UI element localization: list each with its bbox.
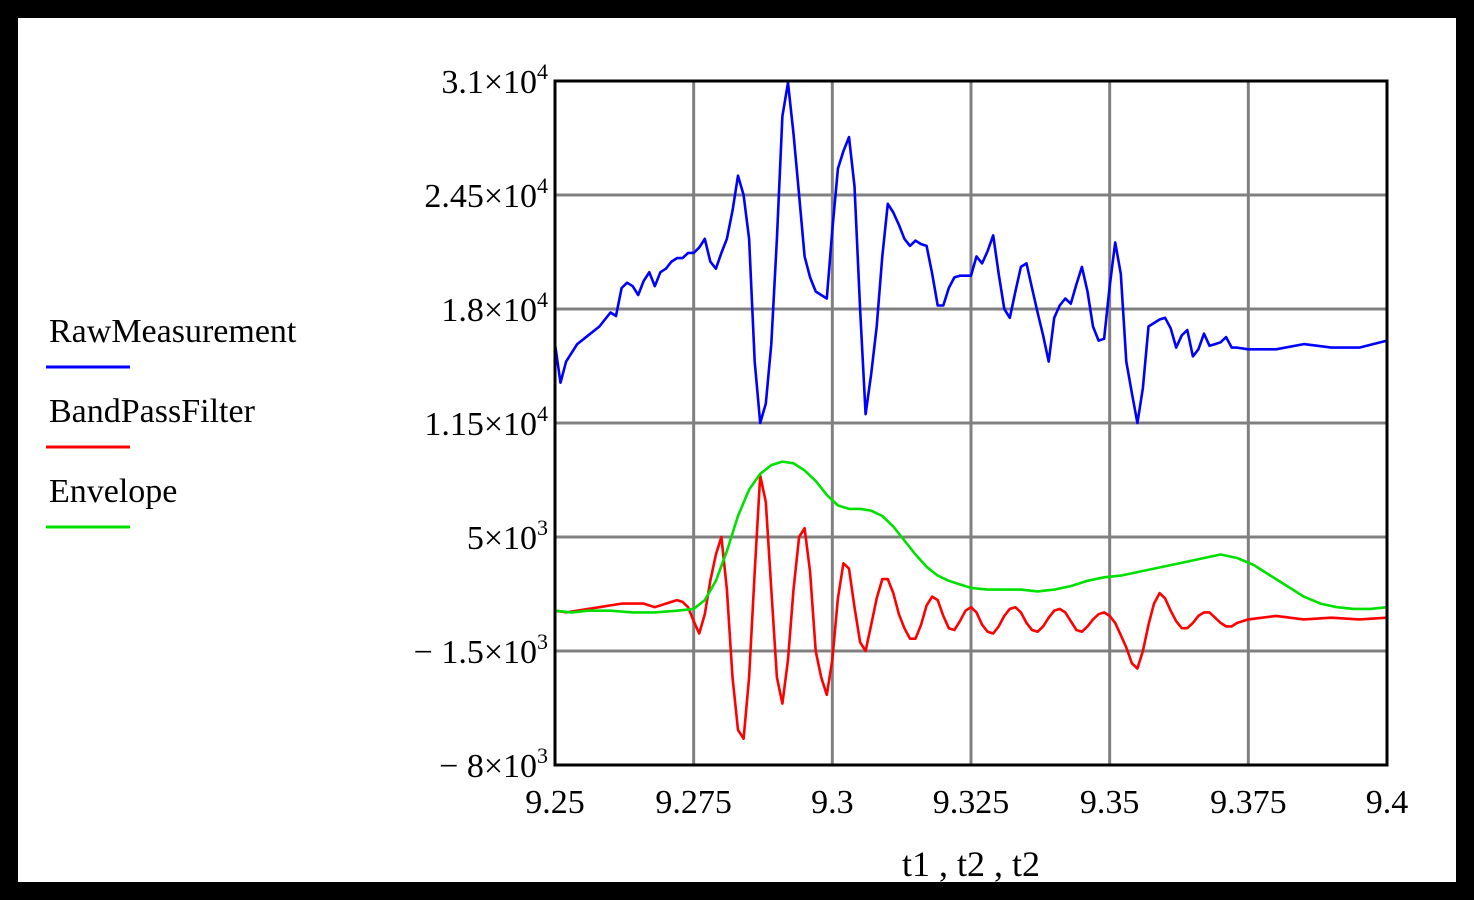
legend-label: Envelope (49, 473, 177, 510)
legend-label: RawMeasurement (49, 313, 297, 350)
x-tick-label: 9.35 (1080, 784, 1140, 821)
plot-frame (553, 79, 1389, 767)
y-tick-label: 1.15×104 (424, 401, 548, 443)
series-line-rawmeasurement (553, 81, 1388, 425)
y-tick-label: − 8×103 (439, 743, 548, 785)
x-tick-label: 9.25 (525, 784, 585, 821)
x-tick-label: 9.325 (933, 784, 1010, 821)
y-tick-label: − 1.5×103 (414, 629, 548, 671)
y-tick-label: 2.45×104 (424, 173, 548, 215)
y-tick-label: 5×103 (467, 515, 548, 557)
x-tick-label: 9.3 (811, 784, 854, 821)
series-line-bandpassfilter (554, 474, 1388, 740)
series-line-envelope (554, 460, 1388, 614)
x-tick-label: 9.375 (1210, 784, 1287, 821)
legend-label: BandPassFilter (49, 393, 256, 430)
x-axis-label: t1 , t2 , t2 (902, 844, 1040, 882)
x-tick-label: 9.275 (655, 784, 732, 821)
y-tick-label: 1.8×104 (441, 287, 548, 329)
x-tick-label: 9.4 (1366, 784, 1409, 821)
y-tick-label: 3.1×104 (441, 59, 548, 101)
chart-canvas: 3.1×104 2.45×104 1.8×104 1.15×104 5×103 − 1.5… (18, 18, 1456, 882)
line-chart: 3.1×104 2.45×104 1.8×104 1.15×104 5×103 − 1.5… (46, 59, 1409, 882)
